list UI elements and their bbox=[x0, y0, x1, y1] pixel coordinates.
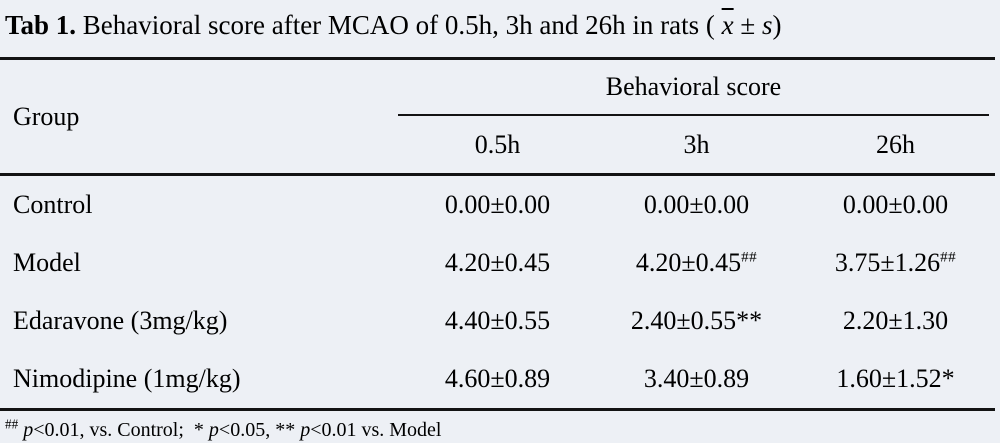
score-value: 2.40±0.55** bbox=[630, 306, 763, 335]
score-value: 1.60±1.52* bbox=[836, 364, 955, 393]
column-header-behavioral-score: Behavioral score bbox=[398, 59, 995, 116]
score-value: 3.40±0.89 bbox=[643, 364, 750, 393]
score-value: 4.20±0.45 bbox=[444, 248, 551, 277]
score-cell: 4.40±0.55 bbox=[398, 292, 597, 350]
header-row-top: Group Behavioral score bbox=[0, 59, 995, 131]
group-label: Model bbox=[13, 248, 81, 277]
hash-marker: ## bbox=[5, 416, 19, 432]
score-cell: 0.00±0.00 bbox=[796, 175, 995, 235]
caption-text: Behavioral score after MCAO of 0.5h, 3h … bbox=[82, 10, 715, 40]
footnote-text: <0.01 vs. Model bbox=[310, 419, 442, 441]
s-symbol: s bbox=[761, 10, 773, 40]
footnote-text: <0.01, vs. Control; * bbox=[33, 419, 209, 441]
score-cell: 0.00±0.00 bbox=[398, 175, 597, 235]
behavioral-score-table: Group Behavioral score 0.5h 3h 26h Contr… bbox=[0, 57, 995, 411]
score-cell: 3.75±1.26## bbox=[796, 234, 995, 292]
score-cell: 0.00±0.00 bbox=[597, 175, 796, 235]
significance-marker: ## bbox=[940, 249, 957, 266]
group-label: Nimodipine (1mg/kg) bbox=[13, 364, 241, 393]
footnote-text: <0.05, ** bbox=[218, 419, 301, 441]
score-value: 4.40±0.55 bbox=[444, 306, 551, 335]
score-cell: 1.60±1.52* bbox=[796, 350, 995, 410]
score-value: 4.60±0.89 bbox=[444, 364, 551, 393]
score-value: 0.00±0.00 bbox=[842, 190, 949, 219]
p-symbol: p bbox=[300, 419, 311, 441]
score-cell: 2.20±1.30 bbox=[796, 292, 995, 350]
behavioral-score-label: Behavioral score bbox=[398, 60, 989, 116]
score-cell: 2.40±0.55** bbox=[597, 292, 796, 350]
table-row-model: Model 4.20±0.45 4.20±0.45## 3.75±1.26## bbox=[0, 234, 995, 292]
score-cell: 4.60±0.89 bbox=[398, 350, 597, 410]
table-row-edaravone: Edaravone (3mg/kg) 4.40±0.55 2.40±0.55**… bbox=[0, 292, 995, 350]
column-header-26h: 26h bbox=[876, 129, 915, 159]
score-value: 3.75±1.26 bbox=[834, 248, 941, 277]
xbar-symbol: x bbox=[721, 10, 734, 40]
score-value: 4.20±0.45 bbox=[635, 248, 742, 277]
group-label: Control bbox=[13, 190, 93, 219]
table-footnote: ## p<0.01, vs. Control; * p<0.05, ** p<0… bbox=[0, 411, 1000, 442]
plus-minus-symbol: ± bbox=[740, 10, 756, 40]
table-row-control: Control 0.00±0.00 0.00±0.00 0.00±0.00 bbox=[0, 175, 995, 235]
p-symbol: p bbox=[208, 419, 219, 441]
score-cell: 4.20±0.45## bbox=[597, 234, 796, 292]
p-symbol: p bbox=[23, 419, 34, 441]
score-cell: 4.20±0.45 bbox=[398, 234, 597, 292]
header-row-timepoints: 0.5h 3h 26h bbox=[0, 116, 995, 175]
table-row-nimodipine: Nimodipine (1mg/kg) 4.60±0.89 3.40±0.89 … bbox=[0, 350, 995, 410]
column-header-3h: 3h bbox=[683, 129, 710, 159]
significance-marker: ## bbox=[741, 249, 758, 266]
caption-close-paren: ) bbox=[772, 10, 782, 40]
score-value: 2.20±1.30 bbox=[842, 306, 949, 335]
column-header-0-5h: 0.5h bbox=[474, 129, 521, 159]
table-caption: Tab 1. Behavioral score after MCAO of 0.… bbox=[0, 0, 1000, 57]
score-value: 0.00±0.00 bbox=[643, 190, 750, 219]
group-label: Edaravone (3mg/kg) bbox=[13, 306, 228, 335]
score-cell: 3.40±0.89 bbox=[597, 350, 796, 410]
column-header-group: Group bbox=[13, 101, 80, 131]
score-value: 0.00±0.00 bbox=[444, 190, 551, 219]
caption-label: Tab 1. bbox=[5, 10, 77, 40]
